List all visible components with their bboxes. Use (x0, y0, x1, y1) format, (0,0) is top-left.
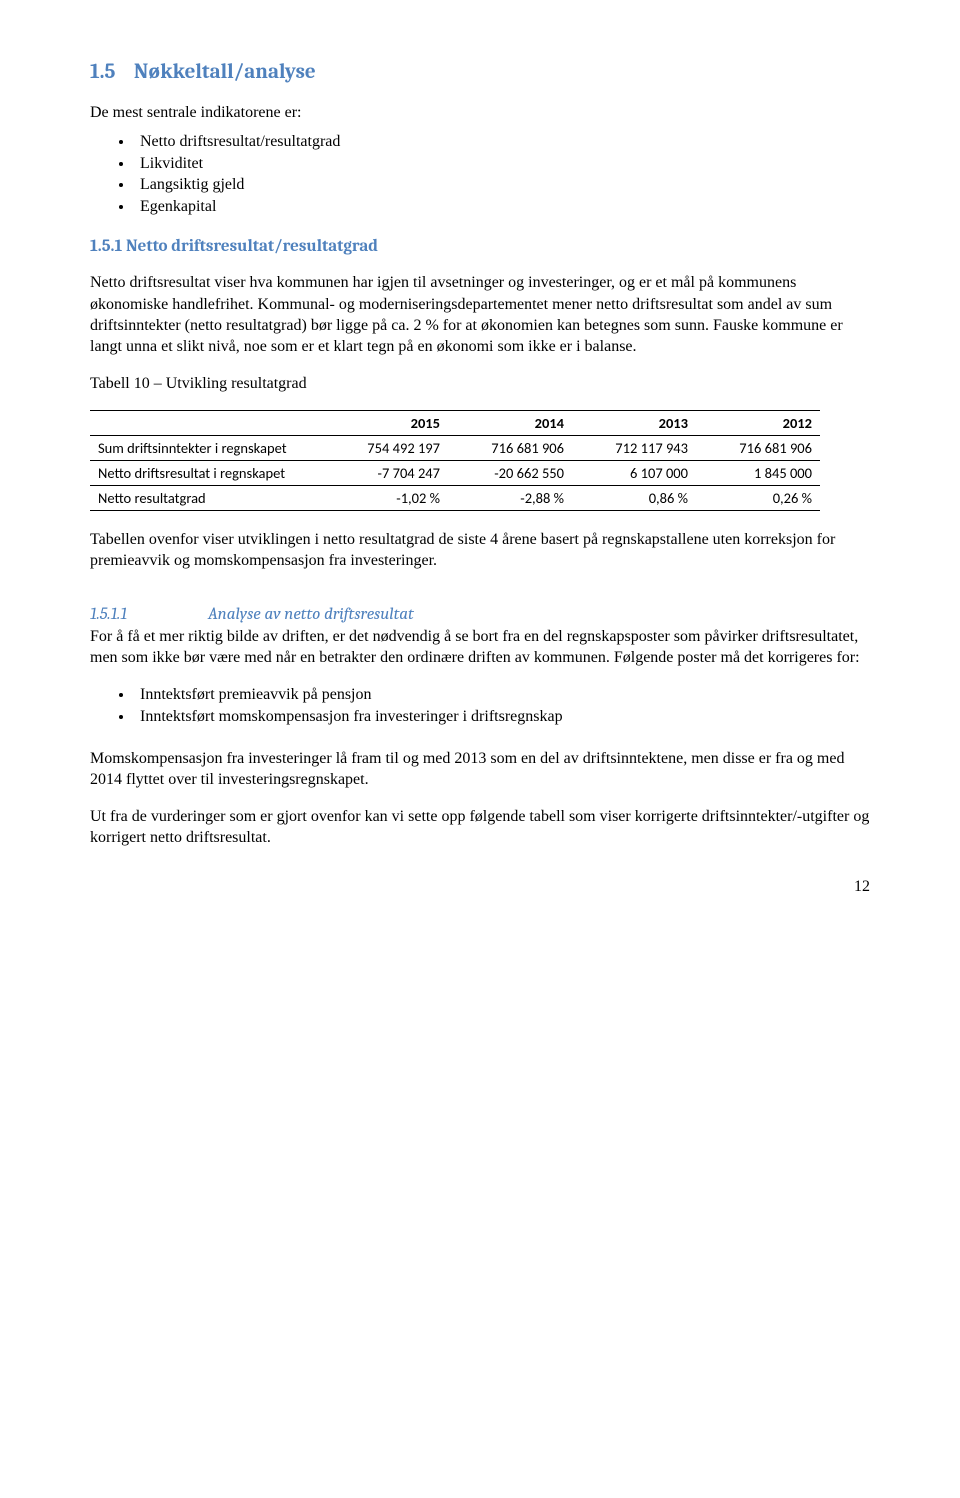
table-row: Netto driftsresultat i regnskapet -7 704… (90, 461, 820, 486)
analysis-heading: 1.5.1.1Analyse av netto driftsresultat (90, 605, 870, 624)
table-cell: 6 107 000 (572, 461, 696, 486)
table-cell: 754 492 197 (324, 436, 448, 461)
analysis-para2: Momskompensasjon fra investeringer lå fr… (90, 748, 870, 790)
analysis-number: 1.5.1.1 (90, 605, 208, 624)
table-row: Sum driftsinntekter i regnskapet 754 492… (90, 436, 820, 461)
table-header-empty (90, 411, 324, 436)
subsection-para1: Netto driftsresultat viser hva kommunen … (90, 272, 870, 356)
subsection-heading: 1.5.1 Netto driftsresultat/resultatgrad (90, 237, 870, 256)
table-cell-label: Netto driftsresultat i regnskapet (90, 461, 324, 486)
list-item: Egenkapital (134, 196, 870, 218)
table-cell: -2,88 % (448, 486, 572, 511)
table-cell: 712 117 943 (572, 436, 696, 461)
analysis-para1: For å få et mer riktig bilde av driften,… (90, 626, 870, 668)
table-cell: 0,86 % (572, 486, 696, 511)
table-header: 2013 (572, 411, 696, 436)
table-cell: -1,02 % (324, 486, 448, 511)
analysis-para3: Ut fra de vurderinger som er gjort ovenf… (90, 806, 870, 848)
table-cell: 716 681 906 (448, 436, 572, 461)
section-number: 1.5 (90, 60, 115, 84)
list-item: Inntektsført momskompensasjon fra invest… (134, 706, 870, 728)
section-intro: De mest sentrale indikatorene er: (90, 102, 870, 123)
subsection-number: 1.5.1 (90, 237, 122, 256)
table-cell-label: Netto resultatgrad (90, 486, 324, 511)
table-header: 2014 (448, 411, 572, 436)
list-item: Langsiktig gjeld (134, 174, 870, 196)
page-number: 12 (90, 878, 870, 896)
subsection-title: Netto driftsresultat/resultatgrad (126, 237, 378, 256)
table-cell: 716 681 906 (696, 436, 820, 461)
section-bullets: Netto driftsresultat/resultatgrad Likvid… (90, 131, 870, 217)
section-heading: 1.5 Nøkkeltall/analyse (90, 60, 870, 84)
table-cell-label: Sum driftsinntekter i regnskapet (90, 436, 324, 461)
table-cell: 1 845 000 (696, 461, 820, 486)
analysis-title: Analyse av netto driftsresultat (208, 605, 414, 624)
table-caption: Tabell 10 – Utvikling resultatgrad (90, 373, 870, 394)
table-cell: -20 662 550 (448, 461, 572, 486)
list-item: Netto driftsresultat/resultatgrad (134, 131, 870, 153)
table-cell: -7 704 247 (324, 461, 448, 486)
result-table: 2015 2014 2013 2012 Sum driftsinntekter … (90, 410, 820, 511)
table-header: 2012 (696, 411, 820, 436)
table-header-row: 2015 2014 2013 2012 (90, 411, 820, 436)
table-header: 2015 (324, 411, 448, 436)
list-item: Likviditet (134, 153, 870, 175)
table-row: Netto resultatgrad -1,02 % -2,88 % 0,86 … (90, 486, 820, 511)
analysis-bullets: Inntektsført premieavvik på pensjon Innt… (90, 684, 870, 727)
table-cell: 0,26 % (696, 486, 820, 511)
subsection-para2: Tabellen ovenfor viser utviklingen i net… (90, 529, 870, 571)
list-item: Inntektsført premieavvik på pensjon (134, 684, 870, 706)
section-title: Nøkkeltall/analyse (134, 60, 316, 84)
